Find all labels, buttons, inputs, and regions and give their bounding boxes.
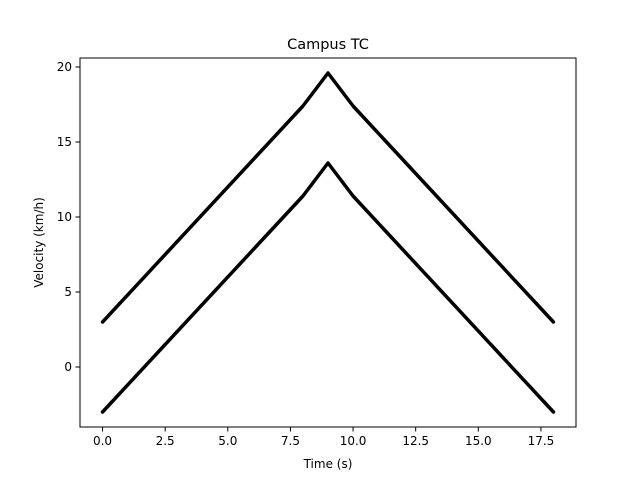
y-tick-label: 0 [64, 360, 72, 374]
y-tick-label: 5 [64, 285, 72, 299]
x-tick-label: 0.0 [93, 434, 112, 448]
x-tick-label: 2.5 [156, 434, 175, 448]
y-tick-label: 20 [57, 60, 72, 74]
y-tick-label: 10 [57, 210, 72, 224]
series-line-2 [100, 161, 556, 414]
chart-title: Campus TC [287, 37, 369, 53]
plot-frame [79, 57, 577, 428]
y-axis-label: Velocity (km/h) [32, 197, 46, 288]
x-tick-label: 15.0 [465, 434, 492, 448]
x-tick-label: 12.5 [402, 434, 429, 448]
series-layer [100, 71, 556, 414]
x-axis-ticks: 0.0 2.5 5.0 7.5 10.0 12.5 15.0 17.5 [93, 427, 554, 448]
x-tick-label: 5.0 [218, 434, 237, 448]
x-axis-label: Time (s) [303, 457, 353, 471]
x-tick-label: 17.5 [528, 434, 555, 448]
y-axis-ticks: 0 5 10 15 20 [57, 60, 80, 374]
x-tick-label: 7.5 [281, 434, 300, 448]
x-tick-label: 10.0 [340, 434, 367, 448]
y-tick-label: 15 [57, 135, 72, 149]
series-line-1 [100, 71, 556, 324]
